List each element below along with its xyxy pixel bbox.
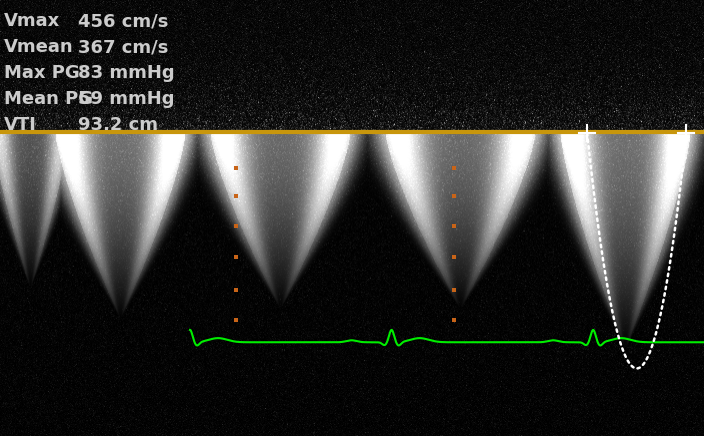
Text: 59 mmHg: 59 mmHg bbox=[78, 90, 175, 108]
Text: Max PG: Max PG bbox=[4, 64, 80, 82]
Text: VTI: VTI bbox=[4, 116, 37, 134]
Text: 367 cm/s: 367 cm/s bbox=[78, 38, 168, 56]
Text: 93.2 cm: 93.2 cm bbox=[78, 116, 158, 134]
Text: 456 cm/s: 456 cm/s bbox=[78, 12, 168, 30]
Text: Vmax: Vmax bbox=[4, 12, 61, 30]
Text: Vmean: Vmean bbox=[4, 38, 74, 56]
Text: Mean PG: Mean PG bbox=[4, 90, 93, 108]
Text: 83 mmHg: 83 mmHg bbox=[78, 64, 175, 82]
